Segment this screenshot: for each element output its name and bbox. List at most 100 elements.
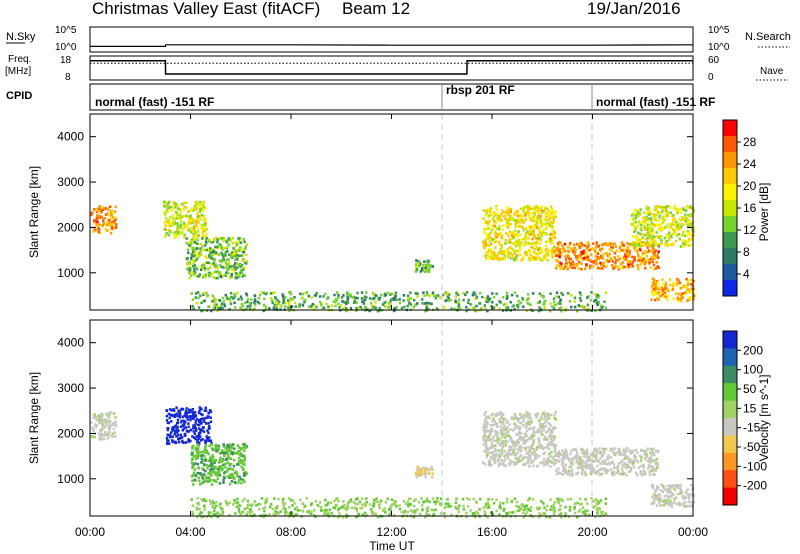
range-gate-cell — [478, 508, 482, 511]
range-gate-cell — [531, 515, 534, 518]
range-gate-cell — [390, 292, 394, 296]
range-gate-cell — [637, 214, 640, 218]
range-gate-cell — [167, 201, 170, 205]
range-gate-cell — [464, 293, 467, 297]
range-gate-cell — [173, 415, 177, 418]
range-gate-cell — [424, 309, 427, 313]
range-gate-cell — [611, 460, 614, 464]
range-gate-cell — [550, 221, 553, 224]
range-gate-cell — [301, 292, 305, 296]
range-gate-cell — [490, 413, 493, 417]
range-gate-cell — [549, 239, 552, 243]
range-gate-cell — [499, 257, 502, 260]
range-gate-cell — [382, 509, 385, 512]
range-gate-cell — [658, 216, 661, 219]
range-gate-cell — [602, 449, 606, 453]
range-gate-cell — [248, 513, 252, 517]
range-gate-cell — [673, 204, 676, 208]
range-gate-cell — [679, 297, 683, 301]
range-gate-cell — [421, 266, 424, 270]
range-gate-cell — [221, 253, 224, 256]
range-gate-cell — [100, 421, 103, 424]
range-gate-cell — [176, 222, 179, 225]
range-gate-cell — [505, 428, 508, 431]
range-gate-cell — [649, 219, 653, 222]
range-gate-cell — [549, 302, 552, 305]
range-gate-cell — [551, 229, 555, 232]
range-gate-cell — [188, 411, 191, 414]
range-gate-cell — [223, 247, 226, 250]
range-gate-cell — [624, 448, 627, 452]
range-gate-cell — [222, 443, 225, 446]
range-gate-cell — [637, 268, 640, 271]
range-gate-cell — [425, 306, 428, 310]
range-gate-cell — [658, 224, 661, 227]
range-gate-cell — [653, 453, 656, 457]
range-gate-cell — [230, 275, 233, 278]
range-gate-cell — [601, 267, 604, 270]
range-gate-cell — [199, 408, 202, 411]
range-gate-cell — [238, 475, 241, 479]
range-gate-cell — [101, 414, 104, 417]
range-gate-cell — [608, 243, 611, 246]
range-gate-cell — [486, 244, 490, 247]
range-gate-cell — [249, 510, 252, 514]
range-gate-cell — [552, 218, 555, 222]
range-gate-cell — [110, 227, 114, 230]
range-gate-cell — [102, 217, 105, 220]
range-gate-cell — [274, 296, 277, 299]
range-gate-cell — [522, 416, 525, 420]
range-gate-cell — [202, 430, 206, 433]
range-gate-cell — [646, 467, 650, 470]
range-gate-cell — [651, 277, 655, 280]
range-gate-cell — [525, 411, 528, 414]
range-gate-cell — [194, 473, 197, 477]
range-gate-cell — [187, 266, 190, 269]
range-gate-cell — [110, 212, 113, 216]
range-gate-cell — [528, 213, 531, 217]
range-gate-cell — [209, 262, 213, 266]
range-gate-cell — [516, 220, 520, 224]
range-gate-cell — [595, 251, 599, 254]
range-gate-cell — [513, 447, 516, 451]
range-gate-cell — [595, 508, 599, 511]
range-gate-cell — [636, 231, 640, 235]
range-gate-cell — [414, 473, 418, 476]
range-gate-cell — [200, 301, 203, 305]
range-gate-cell — [107, 431, 111, 434]
range-gate-cell — [164, 213, 167, 216]
range-gate-cell — [210, 473, 213, 477]
range-gate-cell — [496, 227, 499, 231]
range-gate-cell — [189, 439, 192, 443]
range-gate-cell — [194, 274, 198, 278]
range-gate-cell — [293, 301, 297, 305]
range-gate-cell — [92, 226, 96, 230]
range-gate-cell — [656, 253, 660, 256]
range-gate-cell — [201, 245, 204, 248]
range-gate-cell — [239, 452, 243, 456]
range-gate-cell — [547, 442, 550, 446]
range-gate-cell — [587, 247, 590, 250]
range-gate-cell — [305, 497, 309, 500]
range-gate-cell — [192, 261, 195, 265]
range-gate-cell — [491, 211, 495, 215]
range-gate-cell — [541, 412, 545, 415]
range-gate-cell — [389, 299, 392, 303]
range-gate-cell — [191, 447, 194, 450]
range-gate-cell — [214, 473, 217, 477]
range-gate-cell — [522, 305, 525, 308]
range-gate-cell — [669, 502, 672, 505]
range-gate-cell — [555, 497, 559, 500]
range-gate-cell — [547, 461, 550, 464]
range-gate-cell — [231, 452, 234, 456]
range-gate-cell — [200, 457, 203, 461]
range-gate-cell — [265, 291, 269, 295]
range-gate-cell — [595, 470, 599, 473]
range-gate-cell — [109, 231, 113, 235]
range-gate-cell — [513, 233, 516, 237]
range-gate-cell — [649, 464, 652, 468]
range-gate-cell — [498, 227, 501, 231]
range-gate-cell — [509, 232, 513, 235]
range-gate-cell — [233, 254, 236, 258]
range-gate-cell — [239, 265, 242, 268]
